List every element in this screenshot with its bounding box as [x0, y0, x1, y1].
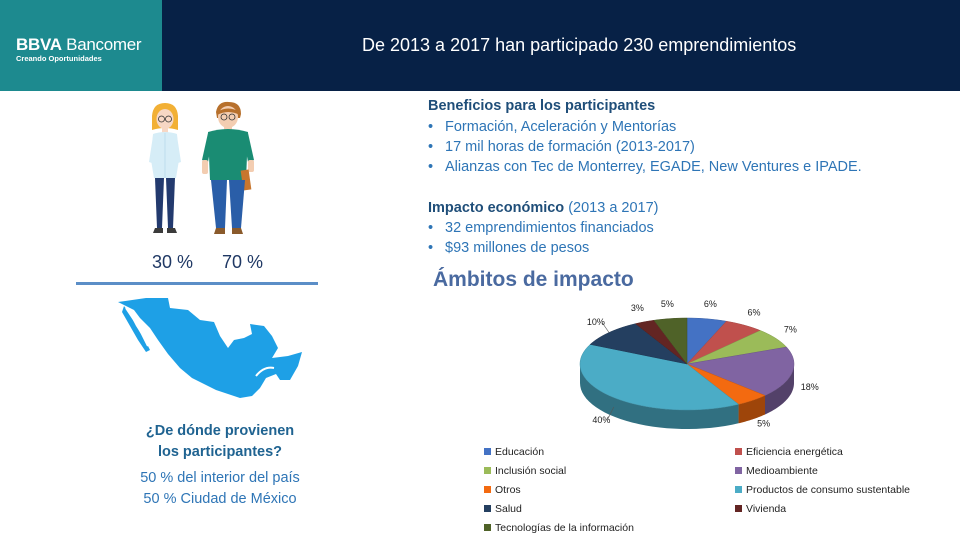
pie-slice: [634, 319, 688, 365]
legend-swatch: [484, 505, 491, 512]
pie-slice: [686, 363, 766, 405]
header-bar: BBVA Bancomer Creando Oportunidades De 2…: [0, 0, 960, 91]
pie-slice: [589, 323, 688, 365]
impact-item: $93 millones de pesos: [428, 240, 589, 256]
pie-slice: [686, 330, 787, 365]
origin-interior: 50 % del interior del país: [140, 470, 300, 486]
mexico-map-icon: [118, 298, 302, 398]
pie-slice: [686, 346, 795, 396]
legend-swatch: [484, 467, 491, 474]
legend-swatch: [735, 505, 742, 512]
divider-line: [76, 282, 318, 285]
legend-swatch: [484, 524, 491, 531]
origin-cdmx: 50 % Ciudad de México: [143, 491, 297, 507]
legend-label: Salud: [495, 503, 522, 515]
benefit-item: Formación, Aceleración y Mentorías: [428, 119, 676, 135]
legend-swatch: [735, 448, 742, 455]
pie-slice: [686, 320, 761, 365]
pie-leader-line: [607, 406, 615, 421]
logo-tagline: Creando Oportunidades: [16, 54, 102, 63]
pie-data-label: 6%: [747, 308, 760, 318]
legend-label: Tecnologías de la información: [495, 522, 634, 534]
legend-item: Tecnologías de la información: [484, 522, 634, 534]
legend-swatch: [484, 448, 491, 455]
legend-swatch: [484, 486, 491, 493]
pie-data-label: 6%: [704, 299, 717, 309]
pie-data-label: 5%: [661, 299, 674, 309]
legend-label: Medioambiente: [746, 465, 818, 477]
woman-figure-icon: [149, 103, 181, 233]
legend-item: Salud: [484, 503, 522, 515]
men-percentage: 70 %: [222, 252, 264, 272]
pie-chart: 6% 6% 7% 18% 5% 40% 10% 3% 5%: [579, 299, 819, 429]
legend-label: Eficiencia energética: [746, 446, 843, 458]
slide-title: De 2013 a 2017 han participado 230 empre…: [362, 35, 797, 55]
legend-label: Otros: [495, 484, 521, 496]
legend-label: Educación: [495, 446, 545, 458]
man-figure-icon: [202, 101, 254, 234]
legend-item: Productos de consumo sustentable: [735, 484, 910, 496]
impact-item: 32 emprendimientos financiados: [428, 220, 654, 236]
pie-slice: [653, 317, 688, 365]
pie-data-label: 40%: [592, 415, 610, 425]
pie-data-label: 10%: [587, 317, 605, 327]
legend-item: Eficiencia energética: [735, 446, 843, 458]
legend-label: Inclusión social: [495, 465, 567, 477]
pie-leader-line: [601, 322, 610, 333]
legend-item: Otros: [484, 484, 521, 496]
logo-wordmark: BBVA Bancomer: [16, 35, 142, 54]
legend-item: Medioambiente: [735, 465, 818, 477]
benefits-title: Beneficios para los participantes: [428, 98, 656, 114]
benefit-item: Alianzas con Tec de Monterrey, EGADE, Ne…: [428, 159, 862, 175]
pie-slice: [579, 344, 740, 411]
women-percentage: 30 %: [152, 252, 194, 272]
pie-data-label: 5%: [757, 419, 770, 429]
legend-swatch: [735, 486, 742, 493]
pie-slice-side: [765, 364, 794, 415]
legend-item: Educación: [484, 446, 544, 458]
pie-slice-side: [738, 395, 765, 424]
pie-data-label: 18%: [801, 382, 819, 392]
pie-slice-side: [580, 364, 739, 429]
pie-data-label: 3%: [631, 303, 644, 313]
impact-title: Impacto económico (2013 a 2017): [428, 200, 659, 216]
legend-label: Vivienda: [746, 503, 787, 515]
pie-slice: [686, 317, 727, 365]
benefit-item: 17 mil horas de formación (2013-2017): [428, 139, 695, 155]
pie-sides: [580, 364, 794, 429]
legend-label: Productos de consumo sustentable: [746, 484, 911, 496]
chart-title: Ámbitos de impacto: [433, 268, 634, 291]
origin-question: ¿De dónde provienen los participantes?: [145, 423, 295, 460]
pie-data-label: 7%: [784, 325, 797, 335]
logo: BBVA Bancomer Creando Oportunidades: [0, 0, 162, 91]
legend-item: Inclusión social: [484, 465, 566, 477]
legend-swatch: [735, 467, 742, 474]
legend-item: Vivienda: [735, 503, 786, 515]
